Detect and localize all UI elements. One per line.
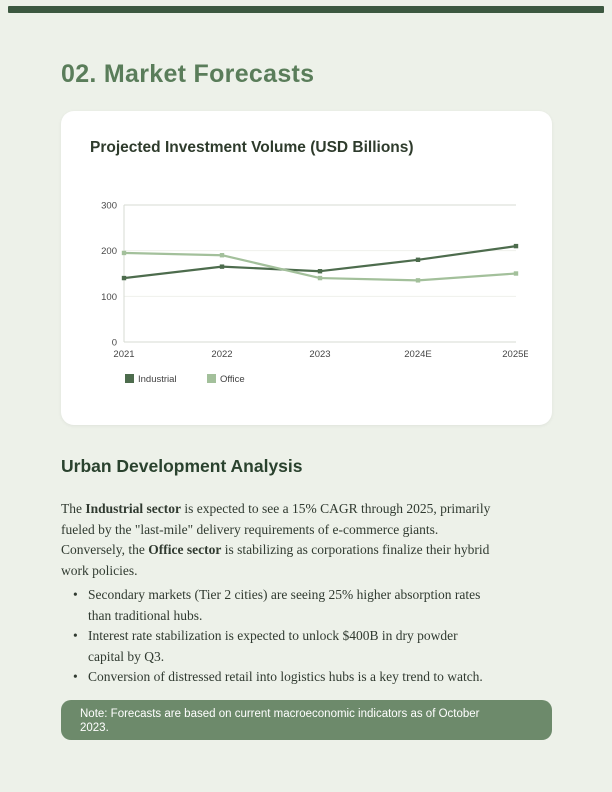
note-banner: Note: Forecasts are based on current mac… bbox=[61, 700, 552, 740]
svg-text:Industrial: Industrial bbox=[138, 374, 177, 385]
analysis-bullet-list: Secondary markets (Tier 2 cities) are se… bbox=[61, 585, 582, 688]
analysis-paragraph: The Industrial sector is expected to see… bbox=[61, 501, 491, 578]
svg-text:2023: 2023 bbox=[309, 349, 330, 360]
svg-text:2025E: 2025E bbox=[502, 349, 528, 360]
section-heading: Urban Development Analysis bbox=[61, 456, 303, 476]
chart-title: Projected Investment Volume (USD Billion… bbox=[90, 139, 414, 156]
svg-text:200: 200 bbox=[101, 246, 117, 257]
list-item: Secondary markets (Tier 2 cities) are se… bbox=[73, 585, 582, 626]
list-item: Interest rate stabilization is expected … bbox=[73, 626, 582, 667]
svg-text:0: 0 bbox=[112, 338, 117, 349]
chart-card: Projected Investment Volume (USD Billion… bbox=[61, 111, 552, 425]
svg-text:Office: Office bbox=[220, 374, 245, 385]
svg-text:300: 300 bbox=[101, 201, 117, 212]
svg-text:2021: 2021 bbox=[113, 349, 134, 360]
svg-text:2024E: 2024E bbox=[404, 349, 431, 360]
investment-volume-line-chart: 0 100 200 300 2021 2022 2023 2024E 2025E Industri… bbox=[101, 201, 528, 386]
svg-text:100: 100 bbox=[101, 292, 117, 303]
page-title: 02. Market Forecasts bbox=[61, 60, 315, 88]
list-item: Conversion of distressed retail into log… bbox=[73, 667, 582, 688]
top-accent-bar bbox=[8, 6, 604, 13]
svg-text:2022: 2022 bbox=[211, 349, 232, 360]
